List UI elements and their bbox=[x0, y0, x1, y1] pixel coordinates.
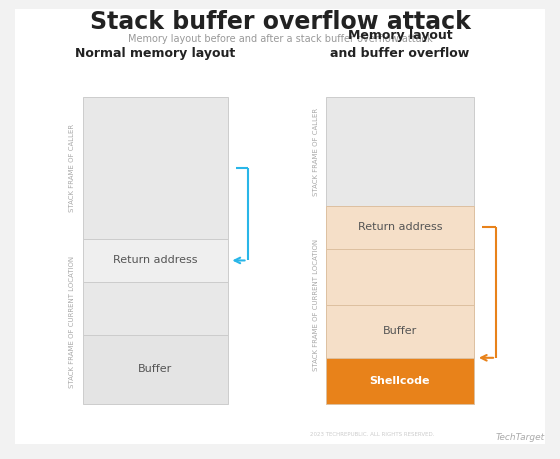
Text: Return address: Return address bbox=[358, 223, 442, 232]
Bar bbox=[82, 97, 227, 239]
Text: STACK FRAME OF CURRENT LOCATION: STACK FRAME OF CURRENT LOCATION bbox=[69, 256, 76, 387]
Text: Normal memory layout: Normal memory layout bbox=[75, 47, 235, 60]
Text: Memory layout
and buffer overflow: Memory layout and buffer overflow bbox=[330, 29, 470, 60]
Text: Shellcode: Shellcode bbox=[370, 376, 430, 386]
Text: Memory layout before and after a stack buffer overflow attack: Memory layout before and after a stack b… bbox=[128, 34, 432, 44]
Text: STACK FRAME OF CURRENT LOCATION: STACK FRAME OF CURRENT LOCATION bbox=[313, 239, 319, 371]
Bar bbox=[326, 249, 474, 305]
Bar bbox=[326, 305, 474, 358]
Text: 2023 TECHREPUBLIC. ALL RIGHTS RESERVED.: 2023 TECHREPUBLIC. ALL RIGHTS RESERVED. bbox=[310, 432, 435, 437]
Bar bbox=[326, 358, 474, 404]
Bar bbox=[326, 206, 474, 249]
Bar bbox=[82, 239, 227, 282]
Text: Return address: Return address bbox=[113, 256, 197, 265]
Text: Buffer: Buffer bbox=[138, 364, 172, 375]
Bar bbox=[82, 335, 227, 404]
Bar bbox=[326, 97, 474, 206]
Text: Buffer: Buffer bbox=[383, 326, 417, 336]
Text: STACK FRAME OF CALLER: STACK FRAME OF CALLER bbox=[69, 124, 76, 212]
Text: STACK FRAME OF CALLER: STACK FRAME OF CALLER bbox=[313, 107, 319, 196]
Text: Stack buffer overflow attack: Stack buffer overflow attack bbox=[90, 10, 470, 34]
Bar bbox=[82, 282, 227, 335]
Text: TechTarget: TechTarget bbox=[496, 432, 544, 442]
